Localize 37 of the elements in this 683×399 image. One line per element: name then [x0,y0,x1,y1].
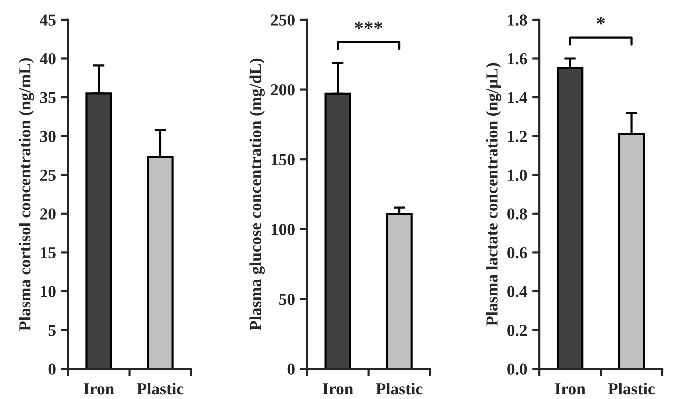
y-tick-label: 0.8 [508,208,528,220]
y-tick-label: 0.2 [508,324,528,336]
y-tick-label: 5 [48,325,56,336]
y-tick-label: 0.0 [508,364,528,376]
x-tick-label: Iron [555,384,586,395]
y-tick-label: 25 [40,170,56,182]
x-tick-label: Plastic [137,382,184,395]
y-tick-label: 35 [40,92,56,104]
y-tick-label: 50 [280,294,295,306]
y-tick-label: 200 [271,84,295,96]
y-axis-title: Plasma cortisol concentration (ng/mL) [19,58,34,332]
y-tick-label: 100 [272,224,295,236]
y-tick-label: 250 [271,14,295,26]
x-tick-label: Plastic [608,382,655,395]
x-tick-label: Iron [84,384,114,395]
y-tick-label: 15 [41,247,56,259]
annotation: *** [355,22,383,30]
y-tick-label: 150 [272,154,295,166]
y-tick-label: 1.6 [508,53,528,65]
y-tick-label: 20 [40,208,56,220]
y-tick-label: 40 [40,53,56,65]
y-tick-label: 0.4 [508,286,528,298]
y-tick-label: 1.8 [508,14,528,26]
y-tick-label: 45 [40,14,56,26]
y-tick-label: 1.0 [508,170,528,182]
y-tick-label: 1.4 [508,92,528,104]
y-tick-label: 0 [48,364,56,376]
y-tick-label: 1.2 [508,131,528,142]
y-tick-label: 30 [40,131,56,142]
annotation: * [596,17,606,25]
x-tick-label: Plastic [376,382,423,395]
y-axis-title: Plasma glucose concentration (mg/dL) [250,58,265,331]
y-tick-label: 0.6 [508,247,528,259]
y-tick-label: 0 [288,364,295,376]
y-tick-label: 10 [41,286,56,298]
x-tick-label: Iron [323,384,354,395]
y-axis-title: Plasma lactate concentration (ng/µL) [486,63,502,326]
